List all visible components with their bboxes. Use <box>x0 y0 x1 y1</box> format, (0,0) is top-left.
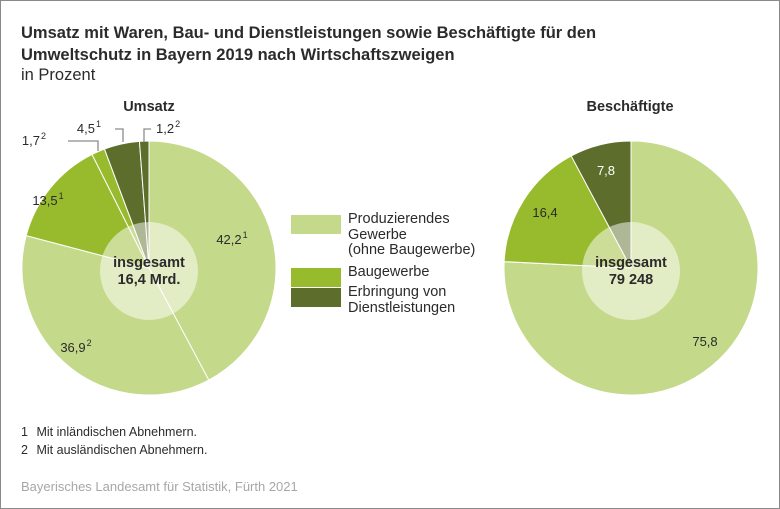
data-label: 13,51 <box>32 191 63 208</box>
footnote-1: 1 Mit inländischen Abnehmern. <box>21 423 207 441</box>
data-label: 75,8 <box>692 334 717 349</box>
center-label-total: 16,4 Mrd. <box>118 272 181 288</box>
pie-center-circle <box>582 222 680 320</box>
pie-slice-produzierendes-gewerbe-ohne-baugewerbe <box>503 140 759 396</box>
source-note: Bayerisches Landesamt für Statistik, Für… <box>21 479 298 494</box>
data-label: 36,92 <box>60 338 91 355</box>
data-label: 1,22 <box>156 119 180 136</box>
footnotes: 1 Mit inländischen Abnehmern. 2 Mit ausl… <box>21 423 207 459</box>
footnote-2: 2 Mit ausländischen Abnehmern. <box>21 441 207 459</box>
legend-label: Produzierendes Gewerbe (ohne Baugewerbe) <box>348 211 476 258</box>
chart-title: Umsatz mit Waren, Bau- und Dienstleistun… <box>21 22 596 66</box>
center-label-line1: insgesamt <box>113 255 185 271</box>
footnote-marker: 1 <box>96 119 101 129</box>
data-label: 7,8 <box>597 163 615 178</box>
footnote-text: Mit ausländischen Abnehmern. <box>36 443 208 457</box>
pie-beschaeftigte-title: Beschäftigte <box>586 99 673 115</box>
footnote-marker: 2 <box>87 338 92 348</box>
footnote-marker: 1 <box>243 230 248 240</box>
data-label: 1,72 <box>22 131 46 148</box>
footnote-marker: 2 <box>175 119 180 129</box>
data-label: 42,21 <box>216 230 247 247</box>
pie-umsatz-title: Umsatz <box>123 99 175 115</box>
center-label-total: 79 248 <box>609 272 653 288</box>
center-label-line1: insgesamt <box>595 255 667 271</box>
leader-line <box>68 140 99 151</box>
footnote-text: Mit inländischen Abnehmern. <box>36 425 197 439</box>
leader-line <box>143 128 151 142</box>
data-label: 4,51 <box>77 119 101 136</box>
legend-swatch <box>291 215 341 234</box>
pie-slice-produzierendes-gewerbe-ohne-baugewerbe-inl-ndisch <box>148 140 277 381</box>
legend-swatch <box>291 268 341 287</box>
legend-label: Erbringung von Dienstleistungen <box>348 284 456 316</box>
title-line-1: Umsatz mit Waren, Bau- und Dienstleistun… <box>21 24 597 42</box>
leader-line <box>115 128 124 142</box>
pie-slice-produzierendes-gewerbe-ohne-baugewerbe-ausl-ndisch <box>21 235 210 396</box>
legend-label: Baugewerbe <box>348 264 430 280</box>
footnote-marker: 1 <box>59 191 64 201</box>
chart-subtitle: in Prozent <box>21 66 96 84</box>
title-line-2: Umweltschutz in Bayern 2019 nach Wirtsch… <box>21 46 455 64</box>
footnote-number: 2 <box>21 443 28 457</box>
pie-center-circle <box>100 222 198 320</box>
legend-swatch <box>291 288 341 307</box>
data-label: 16,4 <box>532 205 557 220</box>
footnote-marker: 2 <box>41 131 46 141</box>
footnote-number: 1 <box>21 425 28 439</box>
